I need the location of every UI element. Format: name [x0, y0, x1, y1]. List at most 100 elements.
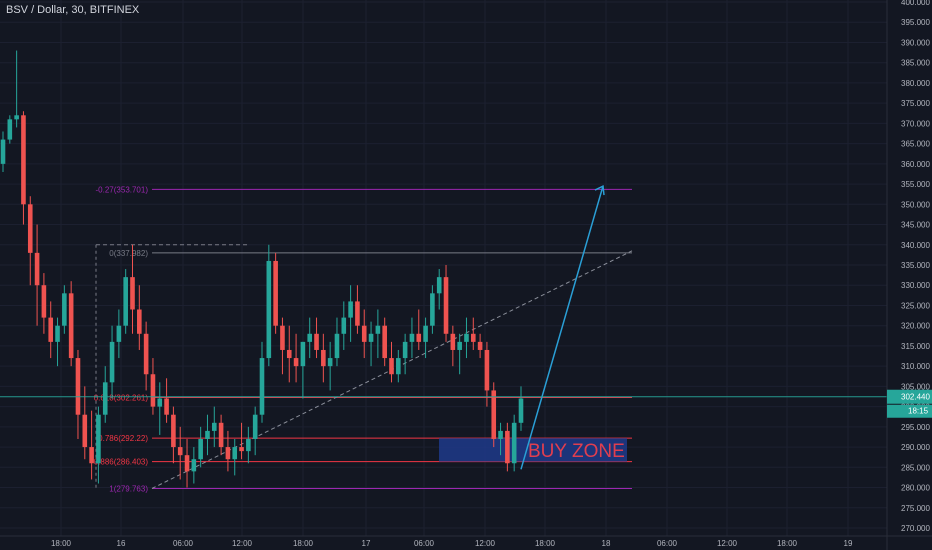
price-axis[interactable]: 270.000 275.000 280.000 285.000 290.000 295.0…	[886, 0, 932, 550]
candle-body	[198, 438, 203, 460]
buy-zone-label: BUY ZONE	[528, 441, 625, 462]
candle-body	[457, 341, 462, 350]
candle-body	[484, 349, 490, 391]
candle-body	[89, 447, 94, 464]
candle-body	[68, 293, 74, 359]
candle-body	[355, 301, 360, 326]
candle-body	[389, 358, 394, 375]
candle-body	[184, 455, 190, 472]
time-tick-label: 18:00	[535, 539, 556, 548]
fib-level-label: -0.27(353.701)	[96, 185, 149, 194]
fib-level-label: 1(279.763)	[109, 484, 148, 493]
fibonacci-retracement[interactable]: -0.27(353.701) 0(337.982) 0.618(302.261) 0.…	[94, 185, 632, 493]
candle-body	[102, 382, 108, 415]
candle-body	[191, 459, 197, 472]
candle-body	[266, 260, 272, 359]
candle-body	[361, 325, 367, 342]
candle-body	[137, 309, 142, 334]
candle-body	[55, 325, 60, 342]
time-tick-label: 12:00	[232, 539, 253, 548]
price-tick-label: 350.000	[901, 200, 930, 209]
candle-body	[430, 293, 435, 326]
candle-body	[382, 325, 387, 359]
price-tick-label: 395.000	[901, 18, 930, 27]
candle-body	[334, 333, 340, 359]
candle-body	[21, 115, 26, 205]
candle-body	[164, 398, 169, 415]
price-tick-label: 370.000	[901, 119, 930, 128]
candle-body	[205, 430, 210, 439]
price-tick-label: 375.000	[901, 99, 930, 108]
time-tick-label: 06:00	[657, 539, 678, 548]
time-tick-label: 06:00	[414, 539, 435, 548]
candle-body	[518, 398, 524, 423]
candle-body	[423, 325, 428, 342]
candle-body	[96, 414, 101, 464]
candle-body	[116, 325, 122, 342]
candle-body	[321, 349, 326, 367]
fib-level-label: 0.786(292.22)	[98, 434, 148, 443]
candle-body	[280, 325, 285, 350]
price-tick-label: 280.000	[901, 484, 930, 493]
price-tick-label: 275.000	[901, 504, 930, 513]
candle-body	[252, 414, 258, 439]
price-tick-label: 295.000	[901, 423, 930, 432]
price-tick-label: 365.000	[901, 140, 930, 149]
candle-body	[505, 430, 510, 464]
candle-body	[314, 333, 319, 350]
price-tick-label: 355.000	[901, 180, 930, 189]
candle-body	[443, 277, 449, 334]
candle-body	[109, 341, 115, 383]
candle-body	[511, 422, 517, 464]
current-price-tag-label: 302.440	[901, 393, 930, 402]
candle-body	[34, 252, 40, 286]
candle-body	[436, 277, 442, 294]
projection-arrow[interactable]	[520, 184, 605, 470]
candle-body	[327, 358, 333, 367]
candle-body	[368, 333, 374, 342]
candle-body	[211, 422, 217, 431]
countdown-tag-label: 18:15	[908, 407, 929, 416]
candle-body	[48, 317, 54, 342]
fib-level-label: 0(337.982)	[109, 249, 148, 258]
price-tick-label: 290.000	[901, 443, 930, 452]
buy-zone-box[interactable]: BUY ZONE	[439, 438, 627, 462]
price-tick-label: 310.000	[901, 362, 930, 371]
candle-body	[498, 430, 503, 439]
candle-body	[293, 358, 299, 367]
candle-body	[41, 285, 47, 318]
candle-body	[27, 204, 33, 253]
candle-body	[450, 333, 456, 350]
time-axis[interactable]: 18:00 16 06:00 12:00 18:00 17 06:00 12:00 18:00 1…	[0, 535, 932, 548]
price-tick-label: 285.000	[901, 463, 930, 472]
candle-body	[491, 390, 497, 439]
candle-body	[177, 447, 183, 456]
candle-body	[82, 414, 88, 448]
arrow-head	[594, 184, 605, 196]
price-tick-label: 335.000	[901, 261, 930, 270]
candle-body	[232, 447, 238, 460]
candle-body	[416, 333, 422, 342]
price-tick-label: 390.000	[901, 38, 930, 47]
price-tick-label: 320.000	[901, 322, 930, 331]
candle-body	[62, 293, 67, 326]
candle-body	[464, 333, 469, 342]
price-tick-label: 385.000	[901, 59, 930, 68]
time-tick-label: 06:00	[173, 539, 194, 548]
candle-body	[150, 374, 156, 407]
candle-body	[157, 398, 163, 407]
time-tick-label: 16	[117, 539, 126, 548]
candle-body	[396, 358, 401, 375]
time-tick-label: 18:00	[293, 539, 314, 548]
candle-body	[239, 447, 244, 452]
candle-body	[348, 301, 353, 318]
time-tick-label: 12:00	[717, 539, 738, 548]
candle-body	[171, 414, 176, 448]
arrow-shaft	[520, 185, 604, 470]
price-tick-label: 270.000	[901, 524, 930, 533]
candle-body	[225, 447, 231, 460]
candle-body	[75, 358, 81, 415]
time-tick-label: 12:00	[475, 539, 496, 548]
candle-body	[14, 115, 19, 120]
